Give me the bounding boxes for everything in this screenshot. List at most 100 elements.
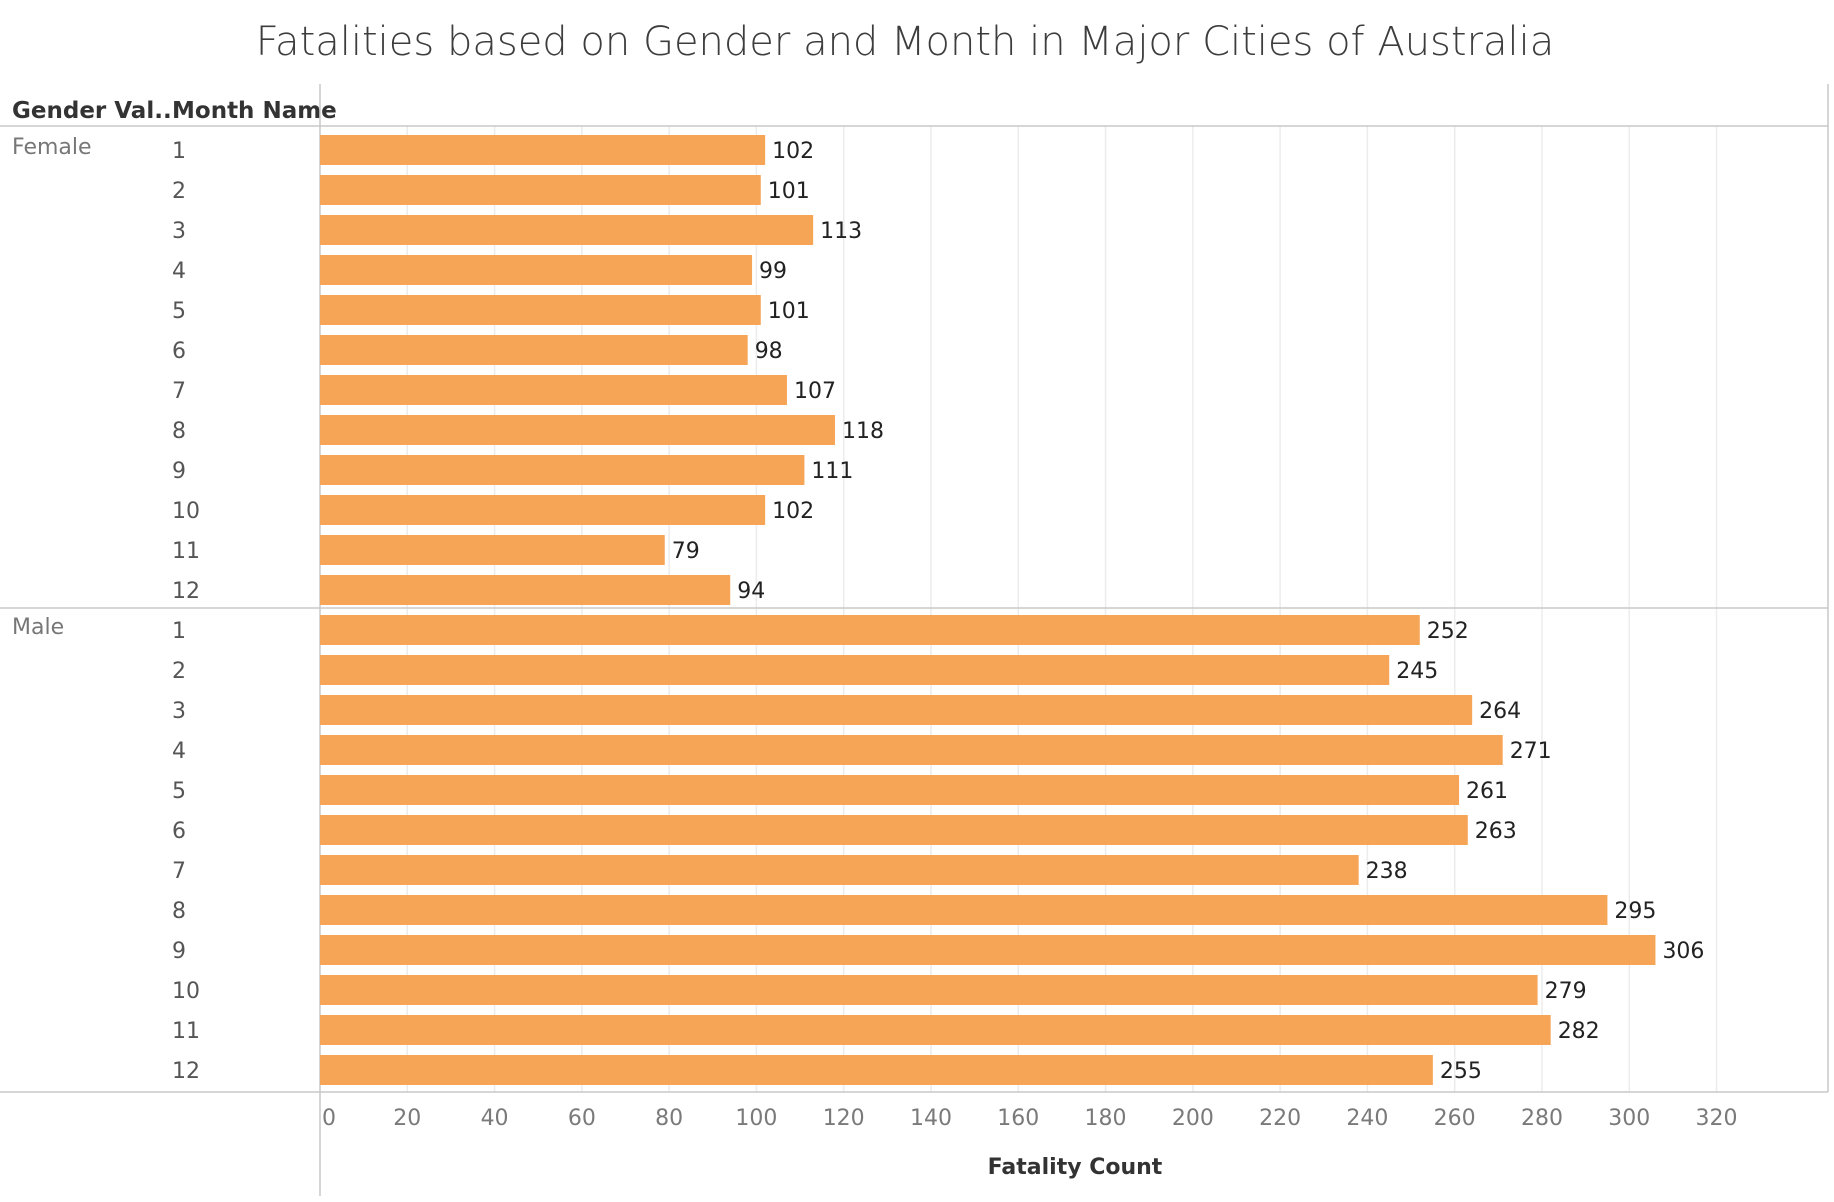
data-label: 99 xyxy=(759,259,787,284)
x-axis: 0 20 40 60 80 100 120 140 160 180 200 220 240 260 280 3… xyxy=(322,1106,1738,1131)
data-label: 306 xyxy=(1662,939,1704,964)
row-header-month: Month Name xyxy=(172,98,337,124)
month-label: 11 xyxy=(172,539,200,564)
x-tick-label-260: 260 xyxy=(1434,1106,1476,1131)
x-tick-label-120: 120 xyxy=(823,1106,865,1131)
x-tick-label-180: 180 xyxy=(1085,1106,1127,1131)
data-label: 98 xyxy=(755,339,783,364)
x-tick-label-300: 300 xyxy=(1608,1106,1650,1131)
data-label: 79 xyxy=(672,539,700,564)
month-label: 6 xyxy=(172,819,186,844)
x-axis-title: Fatality Count xyxy=(988,1155,1163,1180)
chart-title: Fatalities based on Gender and Month in … xyxy=(256,19,1555,65)
data-label: 271 xyxy=(1510,739,1552,764)
x-tick-label-0: 0 xyxy=(322,1106,336,1131)
x-tick-label-200: 200 xyxy=(1172,1106,1214,1131)
data-label: 252 xyxy=(1427,619,1469,644)
bar-female-2 xyxy=(320,175,761,205)
bar-female-7 xyxy=(320,375,787,405)
group-label-female: Female xyxy=(12,135,92,160)
bar-male-4 xyxy=(320,735,1503,765)
data-label: 238 xyxy=(1366,859,1408,884)
data-label: 94 xyxy=(737,579,765,604)
bar-female-5 xyxy=(320,295,761,325)
month-label: 3 xyxy=(172,699,186,724)
x-tick-label-60: 60 xyxy=(568,1106,596,1131)
bar-female-11 xyxy=(320,535,665,565)
month-label: 1 xyxy=(172,139,186,164)
bar-male-3 xyxy=(320,695,1473,725)
x-tick-label-220: 220 xyxy=(1259,1106,1301,1131)
bar-female-4 xyxy=(320,255,753,285)
x-tick-label-100: 100 xyxy=(735,1106,777,1131)
row-header-gender: Gender Val.. xyxy=(12,98,172,124)
month-label: 11 xyxy=(172,1019,200,1044)
data-label: 255 xyxy=(1440,1059,1482,1084)
data-label: 279 xyxy=(1545,979,1587,1004)
bar-male-9 xyxy=(320,935,1656,965)
month-label: 10 xyxy=(172,979,200,1004)
bar-female-6 xyxy=(320,335,748,365)
bar-male-1 xyxy=(320,615,1420,645)
bar-male-2 xyxy=(320,655,1390,685)
data-label: 101 xyxy=(768,299,810,324)
x-tick-label-240: 240 xyxy=(1346,1106,1388,1131)
bar-female-1 xyxy=(320,135,766,165)
bar-male-5 xyxy=(320,775,1460,805)
month-label: 8 xyxy=(172,419,186,444)
x-tick-label-140: 140 xyxy=(910,1106,952,1131)
data-label: 102 xyxy=(772,499,814,524)
month-label: 9 xyxy=(172,459,186,484)
data-label: 102 xyxy=(772,139,814,164)
month-label: 4 xyxy=(172,259,186,284)
data-label: 111 xyxy=(811,459,853,484)
group-label-male: Male xyxy=(12,615,64,640)
data-label: 113 xyxy=(820,219,862,244)
bar-male-10 xyxy=(320,975,1538,1005)
bar-female-3 xyxy=(320,215,814,245)
month-label: 2 xyxy=(172,659,186,684)
month-label: 2 xyxy=(172,179,186,204)
month-label: 5 xyxy=(172,779,186,804)
month-label: 10 xyxy=(172,499,200,524)
bar-male-6 xyxy=(320,815,1468,845)
bar-male-11 xyxy=(320,1015,1551,1045)
month-label: 9 xyxy=(172,939,186,964)
bar-male-8 xyxy=(320,895,1608,925)
grid-layer xyxy=(406,126,1718,1092)
x-tick-label-280: 280 xyxy=(1521,1106,1563,1131)
bar-male-12 xyxy=(320,1055,1433,1085)
data-label: 107 xyxy=(794,379,836,404)
data-label: 261 xyxy=(1466,779,1508,804)
data-label: 245 xyxy=(1396,659,1438,684)
month-label: 7 xyxy=(172,379,186,404)
data-label: 282 xyxy=(1558,1019,1600,1044)
bar-female-10 xyxy=(320,495,766,525)
x-tick-label-80: 80 xyxy=(655,1106,683,1131)
bar-female-9 xyxy=(320,455,805,485)
bar-male-7 xyxy=(320,855,1359,885)
month-label: 5 xyxy=(172,299,186,324)
x-tick-label-20: 20 xyxy=(393,1106,421,1131)
x-tick-label-320: 320 xyxy=(1696,1106,1738,1131)
month-label: 6 xyxy=(172,339,186,364)
month-label: 4 xyxy=(172,739,186,764)
x-tick-label-40: 40 xyxy=(481,1106,509,1131)
data-label: 295 xyxy=(1614,899,1656,924)
data-label: 101 xyxy=(768,179,810,204)
month-label: 8 xyxy=(172,899,186,924)
month-label: 12 xyxy=(172,579,200,604)
data-label: 118 xyxy=(842,419,884,444)
month-label: 1 xyxy=(172,619,186,644)
data-label: 263 xyxy=(1475,819,1517,844)
month-label: 3 xyxy=(172,219,186,244)
x-tick-label-160: 160 xyxy=(997,1106,1039,1131)
month-label: 7 xyxy=(172,859,186,884)
bar-female-8 xyxy=(320,415,835,445)
data-label: 264 xyxy=(1479,699,1521,724)
month-label: 12 xyxy=(172,1059,200,1084)
